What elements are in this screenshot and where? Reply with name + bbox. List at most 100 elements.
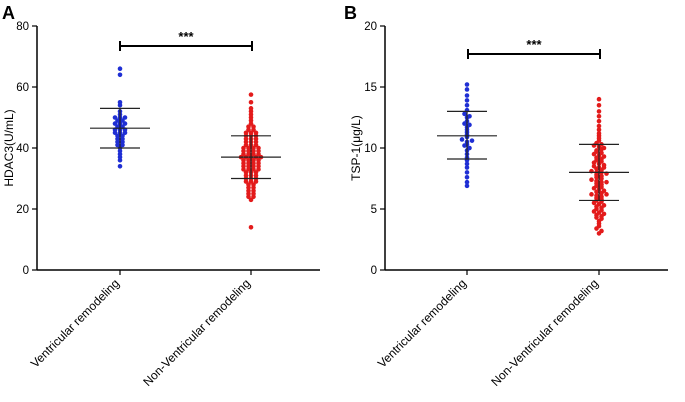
x-category-label: Non-Ventricular remodeling — [140, 276, 253, 389]
y-tick-label: 20 — [16, 204, 29, 216]
panel-letter-b: B — [344, 3, 357, 23]
data-point — [117, 99, 123, 105]
data-point — [596, 127, 602, 132]
panel-letter-a: A — [2, 3, 15, 23]
data-point — [596, 96, 602, 102]
y-tick-label: 60 — [16, 82, 29, 94]
data-point — [599, 194, 604, 200]
data-point — [112, 115, 118, 120]
x-category-label: Non-Ventricular remodeling — [488, 276, 601, 389]
data-point — [601, 211, 607, 217]
data-point — [115, 133, 120, 139]
data-point — [467, 122, 472, 128]
data-point — [253, 170, 259, 175]
data-point — [601, 145, 607, 151]
data-point — [596, 103, 602, 108]
data-point — [462, 111, 467, 117]
data-point — [601, 154, 607, 159]
data-point — [251, 145, 256, 151]
data-point — [251, 182, 256, 187]
y-tick-label: 0 — [23, 265, 29, 277]
data-point — [117, 164, 123, 169]
data-point — [246, 145, 251, 151]
data-point — [464, 183, 470, 189]
data-point — [115, 118, 120, 123]
data-point — [464, 93, 470, 98]
data-point — [467, 113, 472, 119]
significance-label: *** — [526, 37, 542, 52]
data-point — [246, 124, 251, 129]
data-point — [246, 157, 251, 163]
x-category-label: Ventricular remodeling — [375, 276, 469, 370]
data-point — [467, 145, 472, 151]
data-point — [596, 113, 602, 119]
data-point — [594, 148, 599, 153]
data-point — [596, 123, 602, 129]
data-point — [594, 178, 599, 184]
data-point — [120, 133, 125, 139]
data-point — [248, 99, 254, 105]
data-point — [596, 109, 602, 114]
data-point — [464, 174, 470, 180]
data-point — [243, 130, 249, 136]
data-point — [248, 225, 254, 230]
data-point — [122, 121, 128, 126]
data-point — [594, 193, 599, 198]
y-tick-label: 80 — [16, 21, 29, 33]
data-point — [122, 115, 128, 120]
panel-a: A 0 20 40 60 80 HDAC3(U/mL) Ventricular remodel… — [2, 3, 320, 389]
y-tick-label: 0 — [371, 265, 377, 277]
data-point — [120, 118, 125, 123]
data-point — [601, 203, 607, 208]
y-tick-label: 20 — [364, 21, 377, 33]
data-point — [251, 157, 256, 163]
data-point — [241, 157, 246, 163]
data-point — [464, 165, 470, 170]
data-point — [251, 124, 256, 129]
data-point — [596, 118, 602, 124]
panel-b: B 0 5 10 15 20 TSP-1(μg/L) Ventricular remodeli… — [344, 3, 668, 389]
y-tick-label: 10 — [364, 143, 377, 155]
data-point — [112, 121, 118, 126]
data-point — [589, 192, 594, 197]
y-tick-label: 5 — [371, 204, 377, 216]
data-point — [464, 170, 470, 175]
data-point — [464, 82, 470, 87]
data-point — [464, 161, 470, 167]
data-point — [248, 130, 254, 136]
data-point — [599, 228, 604, 234]
data-point — [243, 170, 249, 175]
data-point — [604, 192, 609, 197]
data-point — [596, 131, 602, 136]
data-point — [591, 164, 597, 169]
y-tick-label: 40 — [16, 143, 29, 155]
data-point — [248, 197, 254, 203]
data-point — [464, 103, 470, 108]
significance-label: *** — [178, 29, 194, 44]
data-point — [459, 137, 465, 142]
data-point — [601, 162, 607, 168]
data-point — [248, 106, 254, 111]
data-point — [464, 98, 470, 103]
y-axis-title: HDAC3(U/mL) — [2, 109, 16, 186]
data-point — [469, 138, 475, 143]
data-point — [117, 66, 123, 71]
data-point — [604, 179, 609, 185]
data-point — [246, 182, 251, 187]
data-point — [253, 130, 259, 136]
data-point — [464, 87, 470, 92]
data-point — [248, 92, 254, 97]
data-point — [599, 173, 604, 179]
data-point — [464, 179, 470, 185]
data-point — [599, 150, 604, 156]
x-category-label: Ventricular remodeling — [28, 276, 122, 370]
data-point — [256, 145, 261, 151]
y-tick-label: 15 — [364, 82, 377, 94]
data-point — [589, 177, 594, 183]
y-axis-title: TSP-1(μg/L) — [349, 115, 363, 181]
data-point — [256, 157, 261, 163]
data-point — [601, 188, 607, 193]
data-point — [599, 179, 604, 185]
data-point — [241, 145, 246, 151]
